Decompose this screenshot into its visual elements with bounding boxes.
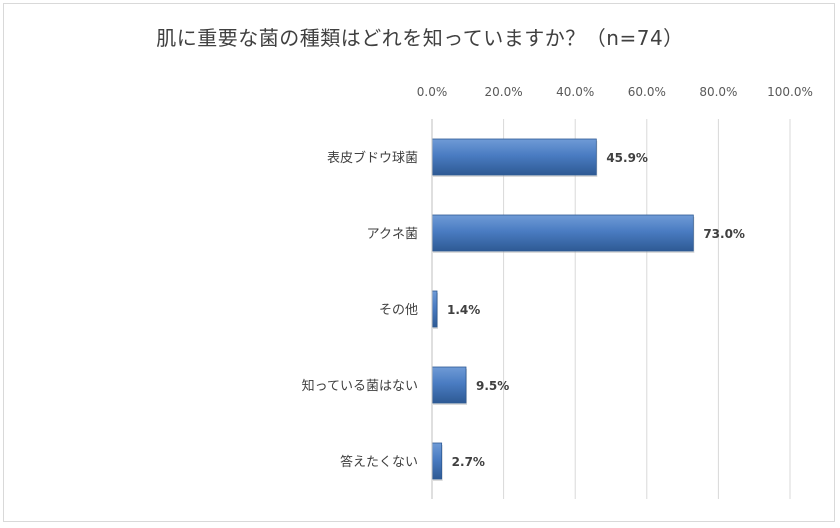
category-label: その他 (379, 303, 418, 318)
chart-title: 肌に重要な菌の種類はどれを知っていますか？（n=74） (156, 26, 684, 50)
category-label: 答えたくない (340, 454, 418, 470)
bar-chart: 0.0% 20.0% 40.0% 60.0% 80.0% 100.0% 表皮ブドウ球菌 45.… (302, 85, 813, 499)
bar (431, 290, 438, 328)
x-tick-label: 40.0% (556, 85, 594, 99)
data-label: 9.5% (476, 379, 509, 393)
x-tick-label: 100.0% (767, 85, 813, 99)
data-label: 2.7% (452, 455, 485, 469)
data-label: 1.4% (447, 303, 480, 317)
category-label: 表皮ブドウ球菌 (327, 150, 418, 166)
category-label: アクネ菌 (367, 227, 418, 242)
x-tick-label: 60.0% (628, 85, 666, 99)
bar (431, 138, 597, 176)
chart-frame: 肌に重要な菌の種類はどれを知っていますか？（n=74） 0.0% 20.0% 40.… (3, 3, 835, 522)
category-label: 知っている菌はない (302, 378, 418, 394)
x-tick-label: 80.0% (699, 85, 737, 99)
x-tick-label: 20.0% (485, 85, 523, 99)
bar (431, 366, 467, 404)
data-label: 73.0% (703, 227, 745, 241)
data-label: 45.9% (606, 151, 648, 165)
bar (431, 214, 694, 252)
x-tick-label: 0.0% (417, 85, 448, 99)
bar (431, 442, 443, 480)
